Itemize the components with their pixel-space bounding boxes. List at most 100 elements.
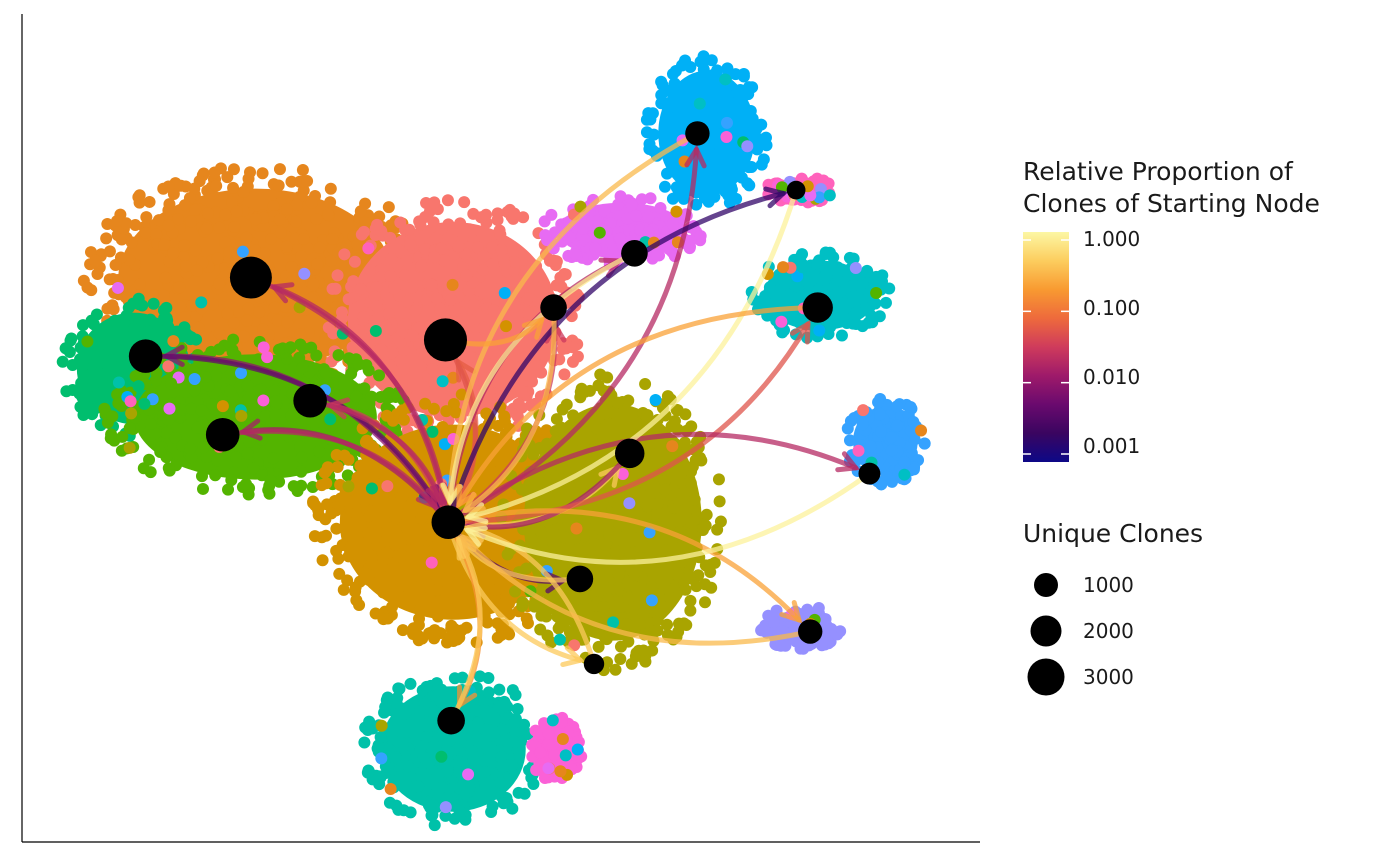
cell-point — [420, 680, 433, 693]
cell-point — [566, 341, 579, 354]
cell-point — [759, 290, 772, 303]
cell-point — [363, 510, 376, 523]
cell-point — [157, 304, 170, 317]
cell-point — [783, 289, 796, 302]
cell-point — [493, 224, 506, 237]
cell-point — [705, 581, 718, 594]
cell-point — [508, 300, 521, 313]
cell-point — [789, 280, 802, 293]
cell-point — [647, 128, 660, 141]
cell-point — [309, 499, 322, 512]
cell-point — [285, 410, 298, 423]
cell-point — [345, 367, 358, 380]
cell-point — [241, 379, 254, 392]
cell-point — [446, 278, 459, 291]
cell-point — [825, 623, 838, 636]
cell-point — [669, 65, 682, 78]
cell-point — [450, 593, 463, 606]
arrowhead — [684, 144, 707, 169]
cell-point — [240, 314, 253, 327]
cell-point — [469, 704, 482, 717]
cell-point — [206, 398, 219, 411]
cell-point — [219, 208, 232, 221]
cell-point — [489, 713, 502, 726]
cell-point — [516, 596, 529, 609]
cell-point — [415, 740, 428, 753]
cell-point — [213, 221, 226, 234]
cell-point — [684, 477, 697, 490]
cell-point — [91, 268, 104, 281]
cell-point — [542, 762, 555, 775]
cell-point — [658, 180, 671, 193]
cell-point — [508, 207, 521, 220]
cell-point — [108, 314, 121, 327]
cell-point — [332, 552, 345, 565]
cell-point — [683, 571, 696, 584]
cell-point — [285, 261, 298, 274]
cell-point — [509, 689, 522, 702]
cell-point — [361, 568, 374, 581]
cell-point — [651, 624, 664, 637]
clone-node — [205, 417, 240, 452]
cell-point — [430, 292, 443, 305]
cell-point — [88, 391, 101, 404]
cell-point — [875, 425, 888, 438]
transition-arrow — [456, 305, 821, 509]
cell-point — [918, 437, 931, 450]
cell-point — [539, 229, 552, 242]
cell-point — [662, 241, 675, 254]
size-legend-keys — [1027, 573, 1065, 696]
cell-point — [857, 404, 870, 417]
cell-point — [444, 293, 457, 306]
cell-point — [650, 249, 663, 262]
size-key-2000 — [1030, 615, 1062, 647]
clone-node — [229, 256, 272, 299]
cell-point — [428, 196, 441, 209]
cell-point — [359, 436, 372, 449]
umap-plot — [21, 14, 980, 843]
cell-point — [467, 298, 480, 311]
cell-point — [66, 383, 79, 396]
cell-point — [689, 454, 702, 467]
cell-point — [548, 748, 561, 761]
cell-point — [646, 107, 659, 120]
cell-point — [241, 447, 254, 460]
cell-point — [550, 255, 563, 268]
cell-point — [534, 496, 547, 509]
cell-point — [655, 547, 668, 560]
cell-point — [460, 269, 473, 282]
cell-point — [631, 589, 644, 602]
cell-point — [499, 698, 512, 711]
cell-point — [382, 324, 395, 337]
cell-point — [506, 758, 519, 771]
cell-point — [597, 601, 610, 614]
cell-point — [702, 177, 715, 190]
cell-point — [388, 538, 401, 551]
cell-point — [670, 181, 683, 194]
cell-point — [467, 796, 480, 809]
cell-point — [625, 657, 638, 670]
cell-point — [213, 343, 226, 356]
cell-point — [814, 273, 827, 286]
transition-arrow — [445, 508, 803, 624]
cell-point — [661, 167, 674, 180]
cell-point — [641, 408, 654, 421]
cell-point — [136, 315, 149, 328]
cell-point — [534, 746, 547, 759]
cell-point — [550, 413, 563, 426]
cell-point — [736, 109, 749, 122]
cell-point — [891, 419, 904, 432]
cell-point — [403, 223, 416, 236]
cell-point — [482, 686, 495, 699]
cell-point — [162, 321, 175, 334]
clone-node — [802, 292, 833, 323]
cell-point — [442, 571, 455, 584]
clone-node — [423, 318, 468, 362]
cell-point — [623, 497, 636, 510]
cell-point — [378, 706, 391, 719]
cell-point — [426, 363, 439, 376]
cell-point — [213, 327, 226, 340]
cell-point — [318, 466, 331, 479]
cell-point — [235, 367, 248, 380]
cell-point — [521, 292, 534, 305]
